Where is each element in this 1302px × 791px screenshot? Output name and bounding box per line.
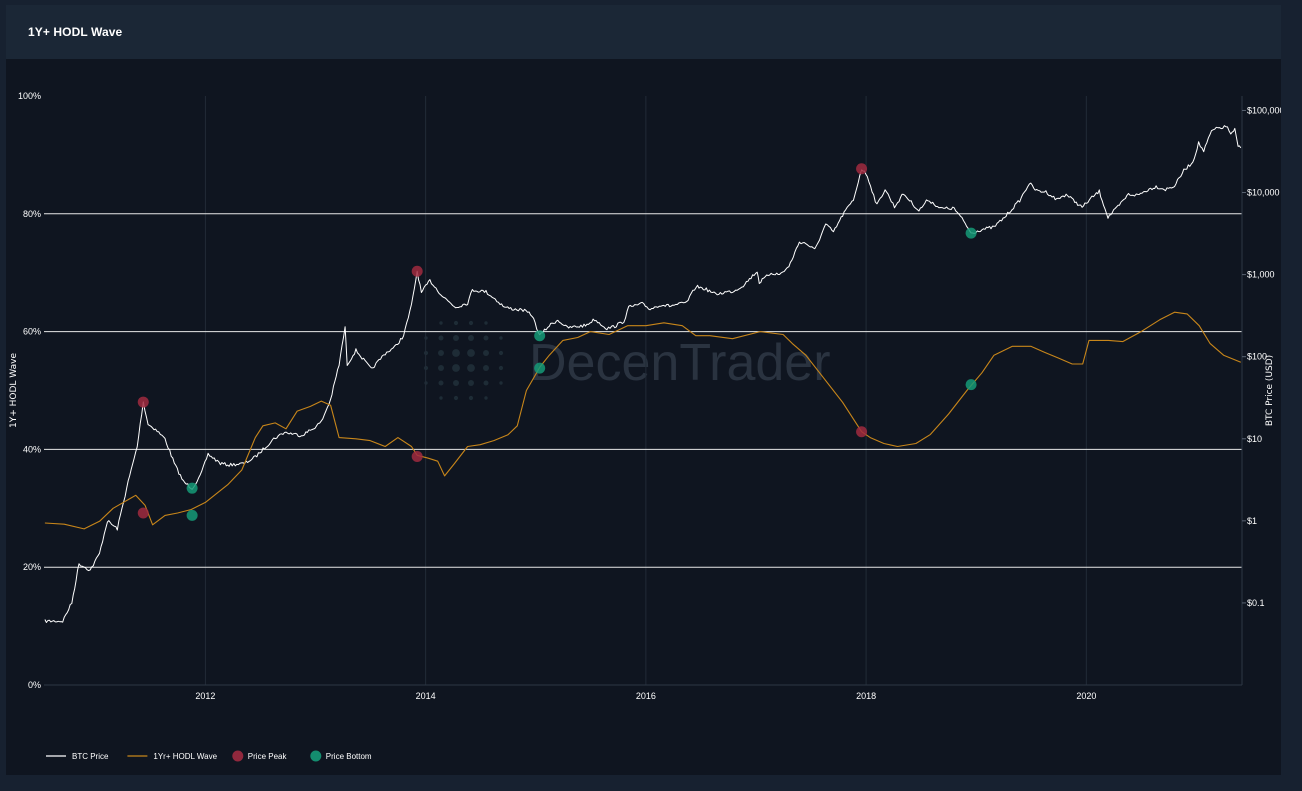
y-right-tick-label: $0.1	[1247, 598, 1265, 608]
y-right-tick-label: $10	[1247, 434, 1262, 444]
legend-item[interactable]: BTC Price	[46, 752, 109, 761]
watermark-dot	[468, 320, 474, 326]
y-right-tick-label: $100	[1247, 352, 1267, 362]
watermark-dot	[438, 380, 444, 386]
price-bottom-marker	[534, 330, 546, 342]
grid-layer	[44, 96, 1242, 685]
legend-item[interactable]: 1Yr+ HODL Wave	[127, 752, 218, 761]
price-peak-marker	[137, 507, 149, 519]
watermark-dot	[453, 320, 459, 326]
watermark-dot	[483, 365, 489, 371]
price-bottom-marker	[965, 227, 977, 239]
axes-layer: 2012 2014 2016 2018 2020 0% 20% 40% 60% 80% 100% $0…	[9, 91, 1281, 701]
marker-layer	[137, 163, 977, 521]
y-left-tick-label: 0%	[28, 680, 41, 690]
watermark-dot	[438, 335, 444, 341]
legend-marker-swatch	[232, 750, 244, 762]
price-bottom-marker	[534, 362, 546, 374]
price-peak-marker	[137, 396, 149, 408]
price-peak-marker	[856, 163, 868, 175]
y-right-tick-label: $1,000	[1247, 270, 1275, 280]
watermark-logo-icon	[423, 320, 504, 401]
watermark-dot	[452, 349, 460, 357]
watermark-text: DecenTrader	[529, 334, 831, 392]
decentrader-watermark: DecenTrader	[423, 320, 831, 401]
price-bottom-marker	[186, 509, 198, 521]
watermark-dot	[452, 364, 460, 372]
y-right-axis-title: BTC Price (USD)	[1265, 355, 1275, 426]
watermark-dot	[498, 350, 504, 356]
watermark-dot	[467, 364, 475, 372]
chart-svg: DecenTrader 2012 2014 2016 2018 2020 0% 20% 40%…	[9, 91, 1281, 762]
watermark-dot	[498, 365, 504, 371]
watermark-dot	[468, 380, 474, 386]
y-right-tick-label: $10,000	[1247, 188, 1280, 198]
legend-item[interactable]: Price Bottom	[310, 750, 372, 762]
y-right-tick-label: $100,000	[1247, 105, 1281, 115]
y-left-tick-label: 20%	[23, 562, 41, 572]
watermark-dot	[453, 335, 459, 341]
x-tick-label: 2018	[856, 691, 876, 701]
price-peak-marker	[856, 426, 868, 438]
chart-title: 1Y+ HODL Wave	[28, 25, 123, 39]
chart-card: 1Y+ HODL Wave DecenTrader 2012 2014 2016 20…	[6, 5, 1281, 775]
hodl-wave-line	[44, 311, 1242, 530]
legend: BTC Price 1Yr+ HODL Wave Price Peak Price B…	[46, 750, 372, 762]
y-left-tick-label: 40%	[23, 444, 41, 454]
y-right-tick-label: $1	[1247, 516, 1257, 526]
watermark-dot	[484, 396, 488, 400]
x-tick-label: 2016	[636, 691, 656, 701]
x-tick-label: 2014	[416, 691, 436, 701]
x-tick-label: 2012	[195, 691, 215, 701]
watermark-dot	[438, 365, 444, 371]
watermark-dot	[468, 395, 474, 401]
watermark-dot	[483, 335, 489, 341]
price-peak-marker	[411, 450, 423, 462]
x-tick-label: 2020	[1076, 691, 1096, 701]
watermark-dot	[483, 380, 489, 386]
price-bottom-marker	[965, 379, 977, 391]
watermark-dot	[453, 395, 459, 401]
legend-label: 1Yr+ HODL Wave	[153, 752, 217, 761]
watermark-dot	[438, 350, 444, 356]
watermark-dot	[453, 380, 459, 386]
card-header: 1Y+ HODL Wave	[6, 5, 1281, 59]
watermark-dot	[483, 350, 489, 356]
legend-label: BTC Price	[72, 752, 109, 761]
series-layer	[44, 125, 1242, 623]
watermark-dot	[439, 321, 443, 325]
price-peak-marker	[411, 265, 423, 277]
watermark-dot	[439, 396, 443, 400]
watermark-dot	[499, 381, 503, 385]
legend-label: Price Bottom	[326, 752, 372, 761]
watermark-dot	[499, 336, 503, 340]
legend-marker-swatch	[310, 750, 322, 762]
watermark-dot	[467, 349, 475, 357]
y-left-axis-title: 1Y+ HODL Wave	[9, 353, 19, 428]
watermark-dot	[484, 321, 488, 325]
legend-item[interactable]: Price Peak	[232, 750, 288, 762]
legend-label: Price Peak	[248, 752, 288, 761]
y-left-tick-label: 100%	[18, 91, 41, 101]
price-bottom-marker	[186, 482, 198, 494]
y-left-tick-label: 80%	[23, 209, 41, 219]
y-left-tick-label: 60%	[23, 327, 41, 337]
watermark-dot	[468, 335, 474, 341]
